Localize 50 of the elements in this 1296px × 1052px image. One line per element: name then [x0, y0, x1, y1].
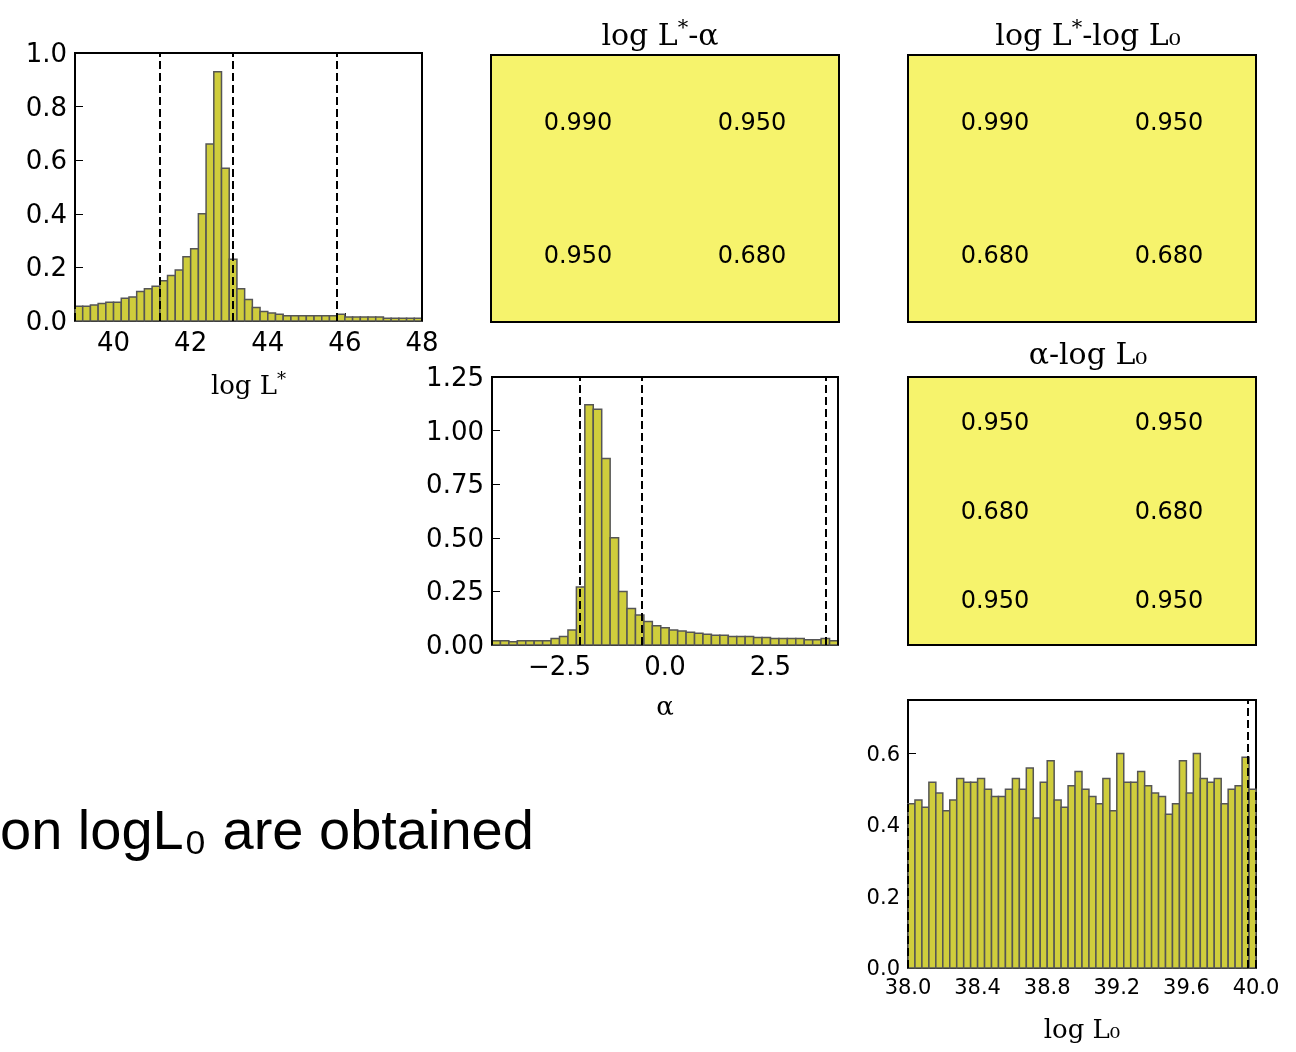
text: 0.990	[543, 107, 613, 136]
text: 0.950	[543, 241, 613, 270]
text: 0.950	[1134, 586, 1204, 615]
x-tick-label: 40	[97, 327, 131, 357]
text: 0.990	[960, 107, 1030, 136]
y-tick-label: 0.2	[25, 252, 67, 283]
text: 0.950	[717, 107, 787, 136]
y-tick-label: 0.25	[426, 576, 484, 607]
x-tick-label: 39.6	[1163, 974, 1210, 999]
y-tick-label: 0.0	[25, 306, 67, 336]
y-tick-label: 0.4	[25, 198, 67, 229]
x-tick-label: 2.5	[749, 651, 792, 681]
x-tick-label: −2.5	[527, 651, 592, 681]
text: log L*-log L₀	[995, 14, 1181, 52]
y-tick-label: 0.75	[426, 469, 484, 500]
text: 0.680	[717, 241, 787, 270]
x-tick-label: 44	[251, 327, 285, 357]
text: 0.680	[960, 241, 1030, 270]
y-tick-label: 0.2	[866, 884, 900, 909]
x-tick-label: 46	[328, 327, 362, 357]
y-tick-label: 1.0	[25, 38, 67, 68]
x-tick-label: 48	[405, 327, 439, 357]
x-axis-title: α	[656, 691, 674, 721]
text: 0.950	[960, 407, 1030, 436]
y-tick-label: 0.50	[426, 522, 484, 553]
text: on logL₀ are obtained	[0, 798, 534, 861]
y-tick-label: 0.6	[25, 145, 67, 176]
text: 0.950	[1134, 107, 1204, 136]
x-tick-label: 38.0	[884, 974, 932, 999]
x-axis-title: log L*	[210, 367, 287, 400]
text: 0.680	[960, 497, 1030, 525]
y-tick-label: 0.4	[866, 813, 900, 838]
text: 0.950	[960, 586, 1030, 615]
x-tick-label: 40.0	[1232, 974, 1280, 999]
y-tick-label: 0.6	[866, 741, 900, 766]
x-tick-label: 42	[174, 327, 208, 357]
x-tick-label: 38.4	[954, 974, 1001, 999]
x-tick-label: 38.8	[1023, 974, 1071, 999]
x-tick-label: 0.0	[644, 651, 686, 681]
y-tick-label: 1.25	[426, 362, 484, 392]
y-tick-label: 1.00	[426, 415, 484, 446]
y-tick-label: 0.8	[25, 91, 67, 122]
text: 0.680	[1134, 497, 1204, 525]
x-axis-title: log L₀	[1043, 1014, 1121, 1044]
text: α-log L₀	[1028, 335, 1148, 371]
text: log L*-α	[601, 14, 719, 52]
y-tick-label: 0.00	[426, 630, 484, 660]
text: 0.950	[1134, 407, 1204, 436]
text: 0.680	[1134, 241, 1204, 270]
x-tick-label: 39.2	[1093, 974, 1141, 999]
